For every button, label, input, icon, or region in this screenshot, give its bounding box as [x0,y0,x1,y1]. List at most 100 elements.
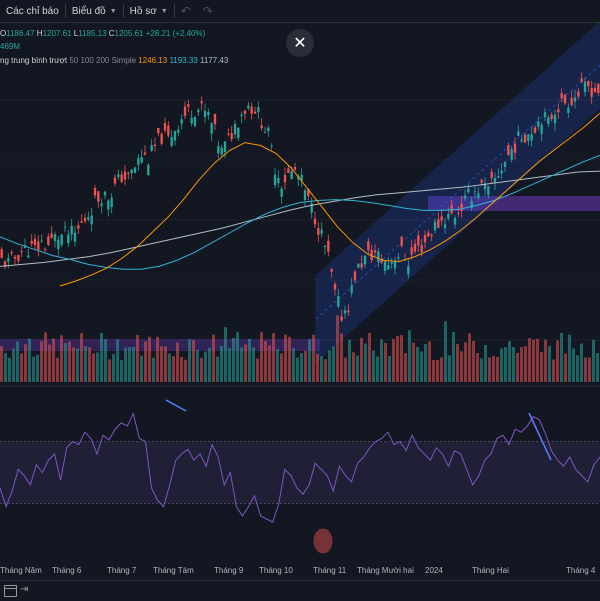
volume-bar [596,353,599,382]
candle-body [413,243,417,252]
calendar-icon[interactable] [4,585,17,597]
oversold-marker [313,528,333,554]
volume-bar [28,338,31,382]
candle-body [117,174,120,177]
candle-body [577,91,580,97]
candle-body [363,255,367,265]
candle-body [240,114,243,117]
chart-area[interactable] [0,22,600,562]
candle-body [310,203,313,213]
candle-body [597,83,600,94]
volume-bar [0,346,3,382]
candle-body [280,188,283,197]
candle-body [350,285,353,293]
goto-date-icon[interactable]: ⇥ [20,584,29,595]
candle-body [273,174,277,186]
candle-body [327,240,330,252]
candle-body [370,249,373,261]
volume-bar [528,338,531,382]
candle-body [123,171,127,180]
volume-bar [560,332,563,382]
volume-bar [184,359,187,382]
close-value: 1205.61 [114,29,144,38]
open-value: 1186.47 [6,29,35,38]
candle-body [143,152,147,155]
candle-body [453,217,457,225]
candle-body [320,229,323,234]
volume-bar [340,333,343,382]
volume-bar [544,339,547,382]
volume-bar [296,357,299,382]
candle-body [110,197,113,207]
ma-params: 50 100 200 Simple [69,56,137,65]
volume-bar [564,353,567,382]
candle-body [57,239,60,250]
xaxis-label: Tháng Tám [153,566,194,575]
volume-bar [124,347,127,382]
low-label: L [73,29,79,38]
divergence-line [165,399,187,412]
volume-bar [280,353,283,382]
volume-bar [436,359,439,382]
candle-body [357,263,360,268]
indicators-button[interactable]: Các chỉ báo [0,0,65,22]
candle-body [77,225,80,229]
volume-bar [520,347,523,382]
volume-bar [148,336,151,382]
volume-bar [504,347,507,382]
volume-bar [356,355,359,382]
candle-body [260,125,263,129]
volume-bar [312,334,315,382]
volume-bar [244,344,247,382]
volume-bar [192,339,195,382]
candle-body [513,143,517,153]
candle-body [427,232,430,237]
candle-body [383,261,387,271]
volume-bar [32,356,35,382]
volume-bar [112,353,115,382]
candle-body [417,235,420,246]
candle-body [303,190,307,201]
candle-body [247,105,250,109]
close-button[interactable]: ✕ [286,29,314,57]
volume-bar [68,341,71,382]
volume-bar [12,348,15,382]
top-toolbar: Các chỉ báo Biểu đồ ▼ Hồ sơ ▼ ↶ ↷ [0,0,600,23]
candle-body [563,94,567,104]
time-axis: Tháng Năm Tháng 6 Tháng 7 Tháng Tám Thán… [0,562,600,580]
candle-body [197,109,200,113]
ma200-line [0,170,600,267]
candle-body [70,225,73,235]
candle-body [437,219,440,228]
volume-bar [496,356,499,382]
volume-bar [524,346,527,382]
candle-body [43,249,47,251]
volume-bar [344,357,347,382]
candle-body [540,124,543,134]
candle-body [147,165,150,175]
close-label: C [108,29,115,38]
candle-body [487,186,490,195]
rising-channel [315,22,600,364]
chart-menu-button[interactable]: Biểu đồ ▼ [66,0,123,22]
candle-body [560,93,563,99]
candle-body [87,217,90,220]
volume-bar [308,339,311,382]
profile-menu-button[interactable]: Hồ sơ ▼ [124,0,174,22]
candle-body [473,191,477,193]
redo-icon[interactable]: ↷ [202,4,213,18]
candle-body [423,235,427,243]
ma-legend: ng trung bình trượt 50 100 200 Simple 12… [0,56,228,65]
undo-icon[interactable]: ↶ [180,4,191,18]
volume-bar [272,333,275,382]
volume-bar [160,346,163,382]
candle-body [290,171,293,179]
candle-body [307,189,310,197]
candle-body [270,145,273,147]
candle-body [100,203,103,206]
candle-body [33,238,37,246]
volume-bar [284,334,287,382]
candle-body [140,157,143,163]
volume-bar [8,357,11,382]
volume-bar [288,336,291,382]
